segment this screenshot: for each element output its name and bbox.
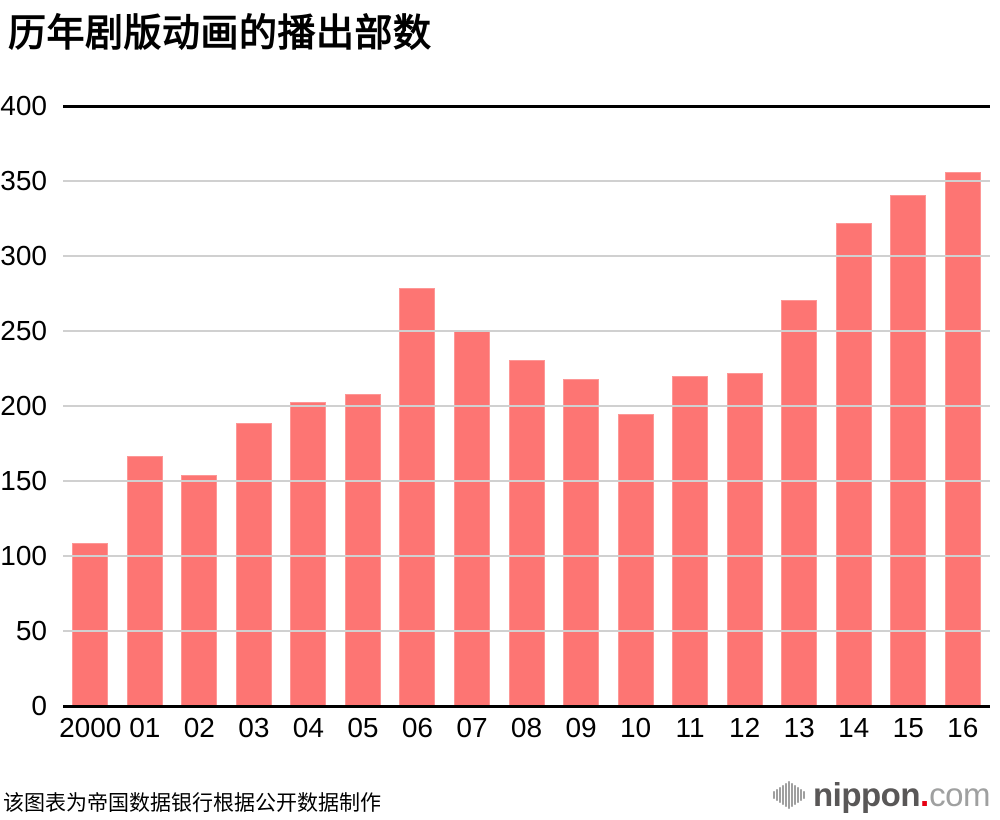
- x-axis-label-16: 16: [947, 712, 979, 743]
- y-axis-label-0: 0: [31, 690, 47, 721]
- x-axis-label-10: 10: [619, 712, 652, 743]
- gridline-50: [63, 630, 990, 632]
- y-axis-label-100: 100: [0, 540, 47, 571]
- x-axis-label-05: 05: [347, 712, 379, 743]
- bar-05: [344, 394, 381, 706]
- bar-15: [890, 194, 927, 706]
- x-axis-label-2000: 2000: [59, 712, 122, 743]
- source-note: 该图表为帝国数据银行根据公开数据制作: [3, 792, 381, 815]
- gridline-400: [63, 104, 990, 108]
- bar-04: [290, 401, 327, 706]
- logo-text-com: com: [929, 776, 990, 813]
- x-axis-label-12: 12: [729, 712, 761, 743]
- y-axis-label-250: 250: [0, 315, 47, 346]
- bar-09: [563, 379, 600, 706]
- plot-area: 0 50 100 150 200 250 300 350 400 2000 01 02 03 04 05 06…: [0, 90, 990, 743]
- soundwave-icon: [772, 780, 806, 810]
- bar-08: [508, 359, 545, 706]
- bar-02: [181, 475, 218, 706]
- x-axis-label-03: 03: [238, 712, 270, 743]
- bar-13: [781, 299, 818, 706]
- y-axis-label-200: 200: [0, 390, 47, 421]
- logo-dot: .: [919, 776, 930, 813]
- gridline-0: [63, 704, 990, 708]
- y-axis-label-350: 350: [0, 165, 47, 196]
- bar-06: [399, 287, 436, 706]
- x-axis-label-07: 07: [456, 712, 488, 743]
- bar-12: [726, 373, 763, 706]
- bar-2000: [72, 542, 109, 706]
- x-axis-label-06: 06: [401, 712, 434, 743]
- chart-title: 历年剧版动画的播出部数: [8, 13, 432, 55]
- x-axis-label-09: 09: [565, 712, 597, 743]
- y-axis-label-400: 400: [0, 90, 47, 121]
- gridline-350: [63, 180, 990, 182]
- bar-14: [835, 223, 872, 706]
- bar-16: [944, 172, 981, 706]
- x-axis-label-04: 04: [292, 712, 324, 743]
- logo-wordmark: nippon.com: [813, 774, 990, 816]
- gridline-150: [63, 480, 990, 482]
- x-axis-label-02: 02: [183, 712, 215, 743]
- y-axis-label-150: 150: [0, 465, 47, 496]
- y-axis-label-300: 300: [0, 240, 47, 271]
- gridline-100: [63, 555, 990, 557]
- bar-07: [453, 331, 490, 706]
- bar-10: [617, 413, 654, 706]
- x-axis-label-15: 15: [892, 712, 924, 743]
- x-axis-label-08: 08: [510, 712, 543, 743]
- bar-01: [126, 455, 163, 706]
- x-axis-label-01: 01: [129, 712, 161, 743]
- logo-text-nippon: nippon: [813, 776, 920, 813]
- x-axis-label-14: 14: [838, 712, 870, 743]
- x-axis-label-11: 11: [675, 712, 705, 743]
- nippon-logo: nippon.com: [772, 774, 990, 816]
- bar-03: [235, 422, 272, 706]
- gridline-250: [63, 330, 990, 332]
- y-axis-label-50: 50: [15, 615, 47, 646]
- gridline-200: [63, 405, 990, 407]
- x-axis-label-13: 13: [783, 712, 815, 743]
- gridline-300: [63, 255, 990, 257]
- bar-11: [672, 376, 709, 706]
